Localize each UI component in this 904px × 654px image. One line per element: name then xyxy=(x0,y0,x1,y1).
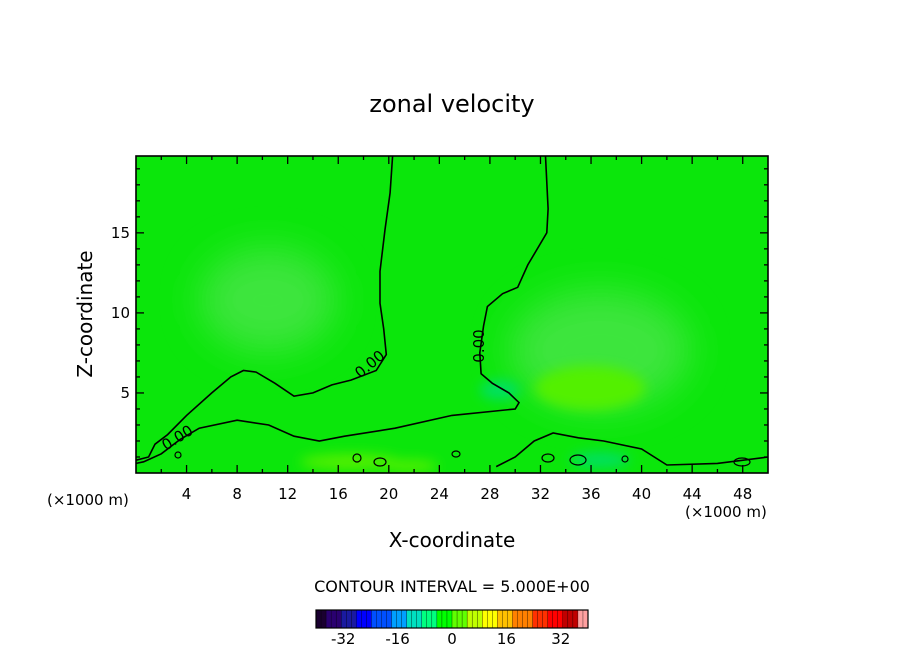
contour-line xyxy=(136,156,549,465)
colorbar-cell xyxy=(416,609,423,629)
x-tick-label: 12 xyxy=(278,485,297,503)
x-tick-labels: 4 8 12 16 20 24 28 32 36 40 44 48 xyxy=(182,485,752,503)
x-tick-label: 20 xyxy=(379,485,398,503)
colorbar-cell xyxy=(411,609,418,629)
zero-contours xyxy=(136,156,768,468)
colorbar-cell xyxy=(477,609,483,629)
colorbar-cell xyxy=(421,609,428,629)
colorbar-cell xyxy=(471,609,478,629)
positive-patches xyxy=(300,366,645,472)
contour-line xyxy=(136,156,394,461)
x-tick-label: 44 xyxy=(683,485,702,503)
y-tick-labels: 5 10 15 xyxy=(111,224,130,402)
colorbar-cell xyxy=(461,609,468,629)
colorbar-cell xyxy=(522,609,529,629)
x-tick-label: 4 xyxy=(182,485,192,503)
field-layer xyxy=(136,156,768,473)
colorbar-cell xyxy=(376,609,382,629)
colorbar-tick-labels: -32 -16 0 16 32 xyxy=(331,630,570,648)
x-tick-label: 24 xyxy=(430,485,449,503)
colorbar-cell xyxy=(577,609,584,629)
colorbar-cell xyxy=(341,609,347,629)
colorbar-cell xyxy=(320,609,327,629)
colorbar-cell xyxy=(431,609,438,629)
colorbar-cell xyxy=(361,609,367,629)
colorbar-cell xyxy=(381,609,387,629)
colorbar-cell xyxy=(497,609,503,629)
colorbar-cell xyxy=(466,609,473,629)
x-tick-label: 8 xyxy=(232,485,242,503)
small-contour-loops xyxy=(174,450,751,467)
x-tick-label: 36 xyxy=(581,485,600,503)
y-tick-label: 15 xyxy=(111,224,130,242)
x-tick-label: 48 xyxy=(733,485,752,503)
colorbar-cell xyxy=(346,609,352,629)
colorbar xyxy=(315,609,589,629)
colorbar-cell xyxy=(441,609,448,629)
colorbar-cell xyxy=(406,609,413,629)
x-ticks xyxy=(160,156,744,473)
colorbar-cell xyxy=(386,609,393,629)
colorbar-tick-label: 0 xyxy=(447,630,457,648)
x-tick-label: 28 xyxy=(480,485,499,503)
chart-title: zonal velocity xyxy=(369,90,534,118)
colorbar-cell xyxy=(356,609,362,629)
colorbar-cell xyxy=(371,609,377,629)
colorbar-cell xyxy=(335,609,342,629)
x-tick-label: 40 xyxy=(632,485,651,503)
colorbar-cell xyxy=(567,609,574,629)
y-axis-label: Z-coordinate xyxy=(73,250,97,377)
colorbar-cell xyxy=(436,609,443,629)
x-tick-label: 32 xyxy=(531,485,550,503)
colorbar-tick-label: 16 xyxy=(497,630,516,648)
colorbar-cell xyxy=(330,609,337,629)
colorbar-cell xyxy=(557,609,564,629)
colorbar-tick-label: -16 xyxy=(385,630,410,648)
x-axis-label: X-coordinate xyxy=(389,528,516,552)
colorbar-cell xyxy=(552,609,559,629)
colorbar-frame xyxy=(315,609,589,629)
colorbar-cell xyxy=(391,609,398,629)
colorbar-cell xyxy=(537,609,544,629)
colorbar-cell xyxy=(351,609,357,629)
colorbar-cell xyxy=(502,609,508,629)
colorbar-cell xyxy=(315,609,322,629)
y-ticks xyxy=(136,168,768,458)
y-axis-units: (×1000 m) xyxy=(47,491,129,509)
colorbar-cell xyxy=(451,609,458,629)
colorbar-cell xyxy=(482,609,488,629)
colorbar-tick-label: 32 xyxy=(551,630,570,648)
colorbar-cell xyxy=(492,609,498,629)
colorbar-cell xyxy=(401,609,408,629)
colorbar-cell xyxy=(507,609,513,629)
colorbar-cell xyxy=(325,609,332,629)
colorbar-tick-label: -32 xyxy=(331,630,356,648)
colorbar-cell xyxy=(562,609,569,629)
contour-interval-text: CONTOUR INTERVAL = 5.000E+00 xyxy=(314,577,590,596)
colorbar-cell xyxy=(517,609,523,629)
colorbar-cell xyxy=(547,609,554,629)
plot-frame xyxy=(135,155,769,474)
y-tick-label: 10 xyxy=(111,304,130,322)
colorbar-cell xyxy=(366,609,372,629)
x-tick-label: 16 xyxy=(329,485,348,503)
colorbar-cell xyxy=(456,609,463,629)
colorbar-cell xyxy=(572,609,579,629)
colorbar-cell xyxy=(446,609,453,629)
colorbar-cell xyxy=(532,609,539,629)
colorbar-cell xyxy=(542,609,549,629)
colorbar-cell xyxy=(512,609,518,629)
colorbar-cell xyxy=(487,609,493,629)
y-tick-label: 5 xyxy=(120,384,130,402)
x-axis-units: (×1000 m) xyxy=(685,503,767,521)
colorbar-cell xyxy=(426,609,433,629)
contour-label: 0.00 xyxy=(470,329,488,362)
colorbar-cell xyxy=(527,609,534,629)
colorbar-cell xyxy=(396,609,403,629)
contour-line xyxy=(495,432,768,468)
